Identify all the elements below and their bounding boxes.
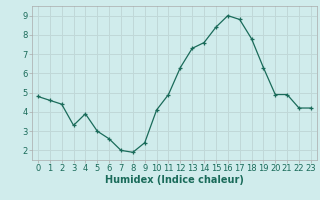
X-axis label: Humidex (Indice chaleur): Humidex (Indice chaleur) [105, 175, 244, 185]
